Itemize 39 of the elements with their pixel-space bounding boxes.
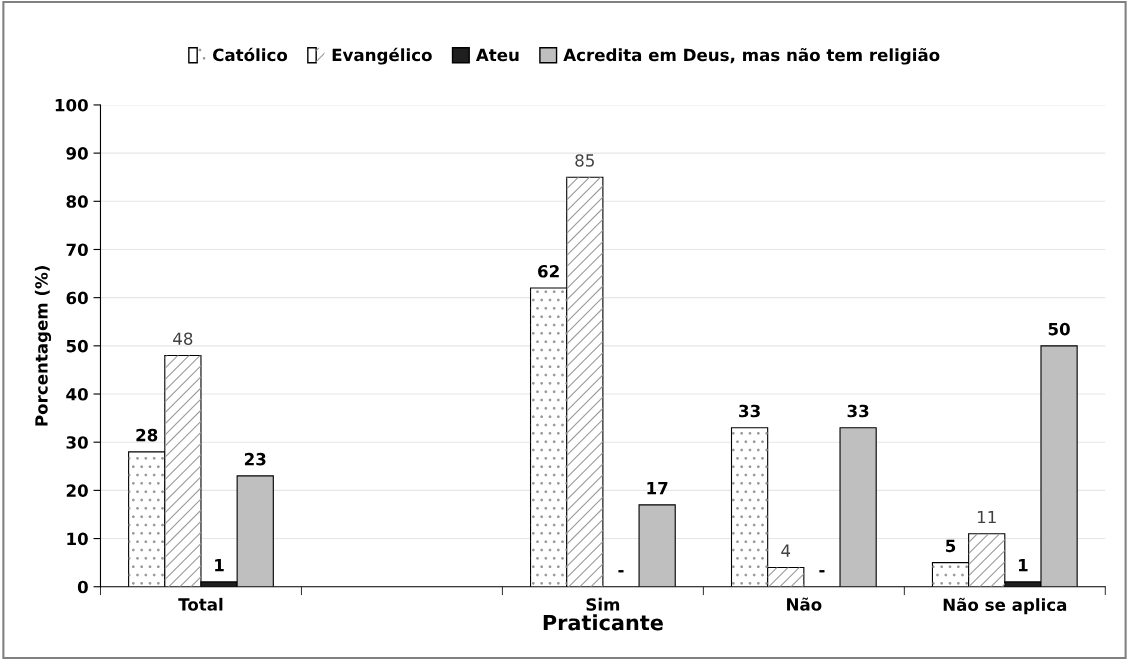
legend-label: Evangélico bbox=[332, 47, 432, 65]
x-tick-label: Total bbox=[178, 597, 223, 611]
data-label: 1 bbox=[215, 559, 224, 572]
x-tick-label: Não bbox=[787, 597, 822, 611]
data-label: 48 bbox=[173, 332, 193, 346]
data-label: 33 bbox=[847, 404, 869, 418]
y-tick-label: 40 bbox=[66, 387, 88, 401]
x-tick-label: Não se aplica bbox=[943, 597, 1067, 615]
text: - bbox=[618, 570, 624, 573]
legend-label: Acredita em Deus, mas não tem religião bbox=[563, 48, 940, 65]
y-tick-label: 20 bbox=[66, 484, 88, 497]
x-axis-title: Praticante bbox=[543, 614, 663, 631]
data-label: 4 bbox=[781, 544, 791, 557]
data-label: 28 bbox=[136, 428, 158, 442]
data-label: 1 bbox=[1018, 559, 1028, 572]
bar bbox=[638, 504, 676, 587]
y-tick-label: 100 bbox=[55, 98, 88, 112]
data-label: 33 bbox=[739, 404, 760, 418]
bar bbox=[839, 427, 877, 587]
y-tick-label: 80 bbox=[66, 195, 88, 208]
x-tick-label: Sim bbox=[586, 597, 620, 611]
y-tick-label: 70 bbox=[66, 243, 88, 257]
legend-label: Católico bbox=[213, 47, 288, 62]
y-tick-label: 60 bbox=[66, 291, 88, 305]
data-label: 50 bbox=[1048, 322, 1070, 336]
data-label: 11 bbox=[977, 510, 996, 524]
data-label: 85 bbox=[575, 154, 594, 167]
text: - bbox=[819, 570, 825, 573]
y-axis-title: Porcentagem (%) bbox=[34, 266, 52, 426]
y-tick-label: 0 bbox=[77, 580, 88, 594]
data-label: 5 bbox=[946, 539, 956, 553]
y-tick-label: 30 bbox=[66, 436, 88, 449]
y-tick-label: 10 bbox=[67, 532, 88, 546]
data-label: 17 bbox=[647, 481, 668, 495]
y-tick-label: 90 bbox=[66, 147, 88, 160]
data-label: 23 bbox=[244, 452, 266, 466]
legend-label: Ateu bbox=[475, 48, 519, 62]
data-label: 62 bbox=[538, 264, 559, 278]
y-tick-label: 50 bbox=[66, 339, 88, 353]
